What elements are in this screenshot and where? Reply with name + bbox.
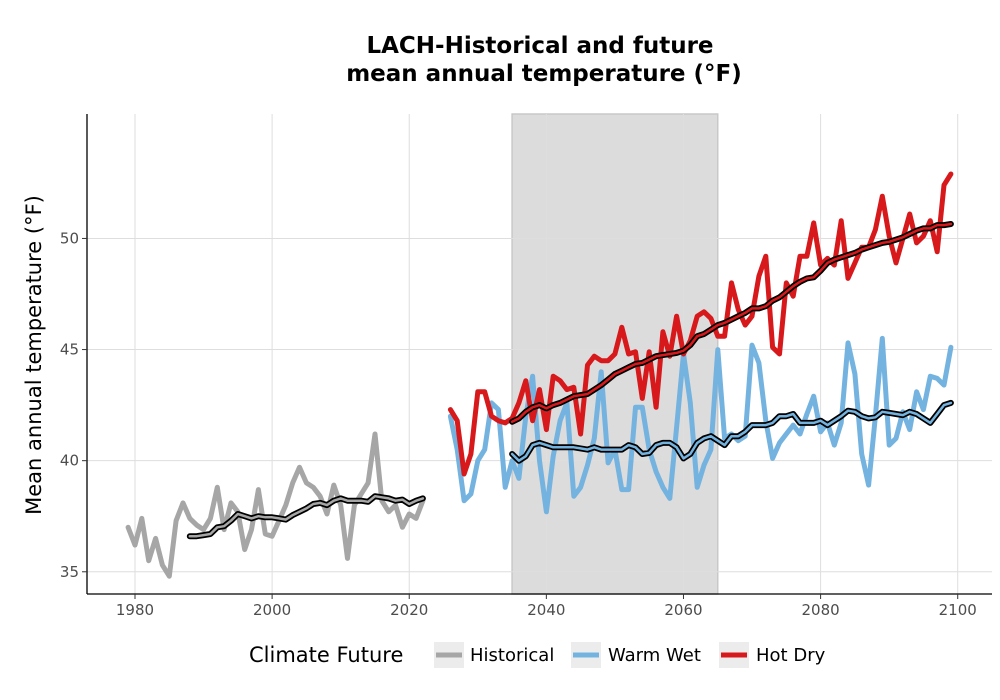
x-tick-label: 2060 <box>664 601 702 619</box>
series-line-hot-dry-smoothed <box>510 222 953 424</box>
x-axis-ticks: 1980 2000 2020 2040 2060 2080 2100 <box>116 594 977 619</box>
y-tick-label: 35 <box>60 563 79 581</box>
x-tick-label: 2000 <box>253 601 291 619</box>
y-axis-ticks: 35 40 45 50 <box>60 229 87 581</box>
x-tick-label: 2100 <box>939 601 977 619</box>
y-tick-label: 45 <box>60 341 79 359</box>
legend-title: Climate Future <box>249 643 403 667</box>
chart-title-line2: mean annual temperature (°F) <box>346 61 742 87</box>
x-tick-label: 1980 <box>116 601 154 619</box>
series-line-historical-smoothed <box>188 494 425 538</box>
x-tick-label: 2080 <box>802 601 840 619</box>
legend-label-hot-dry: Hot Dry <box>756 645 826 666</box>
series-line-historical <box>125 431 426 579</box>
x-tick-label: 2020 <box>390 601 428 619</box>
series-layer <box>125 171 954 579</box>
chart-title-line1: LACH-Historical and future <box>366 33 713 59</box>
legend-label-warm-wet: Warm Wet <box>608 645 701 666</box>
legend: Climate Future Historical Warm Wet Hot D… <box>249 642 826 668</box>
y-tick-label: 50 <box>60 229 79 247</box>
y-axis-label: Mean annual temperature (°F) <box>22 195 46 515</box>
series-line-warm-wet-smoothed <box>510 401 953 462</box>
legend-label-historical: Historical <box>470 645 554 666</box>
series-line-warm-wet <box>447 335 954 515</box>
x-tick-label: 2040 <box>527 601 565 619</box>
y-tick-label: 40 <box>60 452 79 470</box>
plot-area: 1980 2000 2020 2040 2060 2080 2100 35 40 45 50 <box>60 113 992 619</box>
